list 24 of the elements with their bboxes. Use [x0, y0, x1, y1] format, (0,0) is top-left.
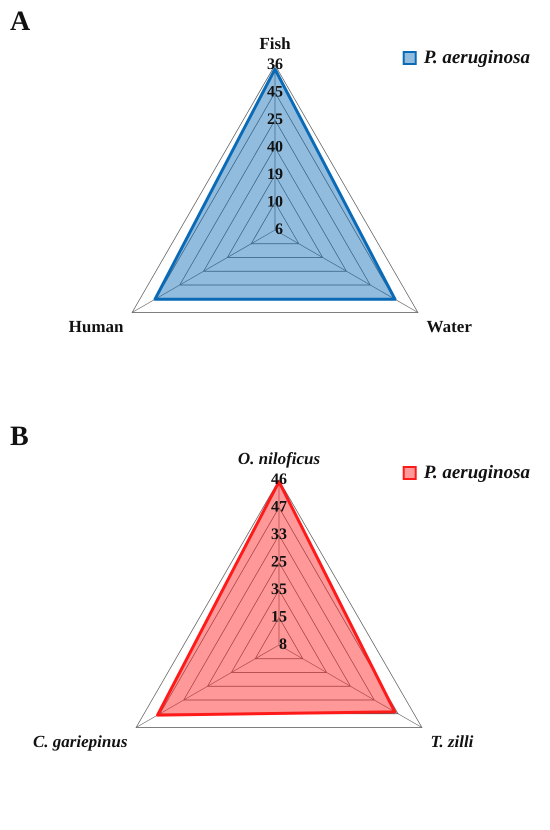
- text: 35: [271, 581, 287, 598]
- legend-label: P. aeruginosa: [422, 462, 530, 483]
- text: 46: [271, 471, 287, 488]
- spoke-label: O. niloficus: [238, 449, 320, 468]
- spoke-label: Water: [426, 317, 472, 336]
- text: 47: [271, 498, 287, 516]
- text: 15: [271, 608, 287, 626]
- text: 36: [267, 56, 283, 74]
- legend-label: P. aeruginosa: [422, 46, 530, 68]
- spoke-label: Fish: [259, 34, 292, 54]
- text: 25: [271, 554, 287, 571]
- text: 25: [267, 111, 283, 128]
- chart-title: B: [10, 421, 29, 452]
- spoke-label: T. zilli: [430, 732, 474, 752]
- text: 8: [279, 636, 287, 654]
- chart-title: A: [10, 6, 31, 38]
- spoke-label: Human: [68, 317, 124, 336]
- spoke-label: C. gariepinus: [32, 732, 128, 752]
- text: 40: [267, 138, 283, 156]
- text: 45: [267, 84, 283, 101]
- text: 6: [275, 221, 283, 238]
- text: 10: [267, 194, 283, 211]
- text: 33: [271, 526, 287, 544]
- text: 19: [267, 166, 283, 184]
